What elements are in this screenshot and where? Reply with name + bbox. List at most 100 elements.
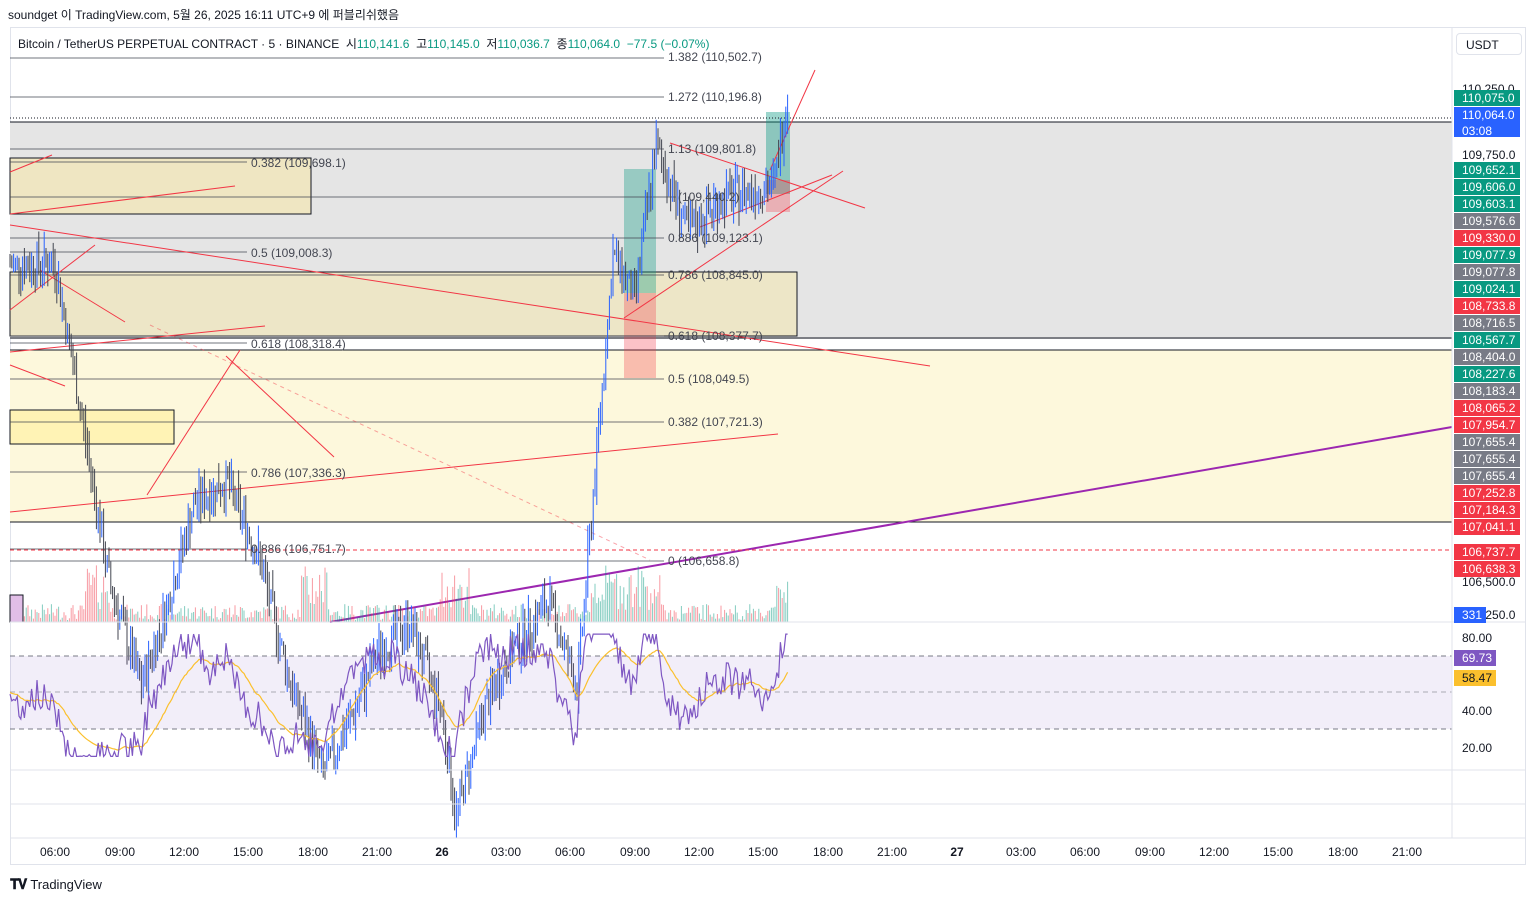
rsi-line — [9, 632, 788, 758]
trend-line[interactable] — [146, 349, 241, 496]
time-axis-tick: 12:00 — [1198, 845, 1230, 859]
change-value: −77.5 (−0.07%) — [626, 37, 710, 51]
time-axis-tick: 26 — [435, 845, 449, 859]
low-label: 저 — [486, 37, 498, 51]
price-label: 107,655.4 — [1454, 468, 1520, 484]
rsi-axis-tick: 20.00 — [1462, 741, 1493, 755]
price-label: 109,330.0 — [1454, 230, 1520, 246]
price-label: 109,603.1 — [1454, 196, 1520, 212]
trend-line-purple[interactable] — [329, 426, 1453, 623]
position-long-loss — [624, 293, 656, 378]
price-label: 108,567.7 — [1454, 332, 1520, 348]
price-label: 108,183.4 — [1454, 383, 1520, 399]
time-axis-tick: 03:00 — [1005, 845, 1037, 859]
rsi-ma-value-label: 58.47 — [1454, 670, 1496, 686]
fib-label: 0.886 (106,751.7) — [251, 542, 346, 556]
volume-pane-marker — [9, 594, 24, 623]
fib-label: 0.618 (108,318.4) — [251, 337, 346, 351]
high-value: 110,145.0 — [427, 37, 480, 51]
trend-line[interactable] — [9, 154, 53, 173]
time-axis-tick: 12:00 — [683, 845, 715, 859]
zones — [9, 112, 1452, 523]
price-label: 107,954.7 — [1454, 417, 1520, 433]
price-label: 108,065.2 — [1454, 400, 1520, 416]
price-label: 106,638.3 — [1454, 561, 1520, 577]
symbol-name[interactable]: Bitcoin / TetherUS PERPETUAL CONTRACT · … — [18, 37, 340, 51]
time-axis-tick: 12:00 — [168, 845, 200, 859]
last-price-label: 110,064.0 03:08 — [1454, 107, 1520, 138]
brand-name: TradingView — [30, 877, 102, 892]
trend-line[interactable] — [623, 170, 844, 319]
fib-label: 1.13 (109,801.8) — [668, 142, 757, 156]
low-value: 110,036.7 — [497, 37, 550, 51]
trend-line[interactable] — [9, 185, 236, 215]
tradingview-logo-icon: 𝐓𝐕 — [10, 876, 27, 892]
time-axis-tick: 15:00 — [232, 845, 264, 859]
last-price-value: 110,064.0 — [1462, 108, 1515, 122]
volume-label: 331 — [1454, 607, 1486, 623]
open-label: 시 — [345, 37, 357, 51]
time-axis-tick: 18:00 — [297, 845, 329, 859]
ob-box-lower-left — [9, 409, 175, 445]
currency-button[interactable]: USDT — [1456, 33, 1522, 55]
countdown: 03:08 — [1462, 124, 1493, 138]
high-label: 고 — [416, 37, 428, 51]
time-axis-tick: 06:00 — [554, 845, 586, 859]
close-label: 종 — [556, 37, 568, 51]
symbol-legend[interactable]: Bitcoin / TetherUS PERPETUAL CONTRACT · … — [18, 35, 709, 52]
time-axis-tick: 21:00 — [876, 845, 908, 859]
fib-label: 0.618 (108,377.7) — [668, 329, 763, 343]
time-axis-tick: 06:00 — [39, 845, 71, 859]
price-label: 109,576.6 — [1454, 213, 1520, 229]
fib-label: 0.5 (109,008.3) — [251, 246, 333, 260]
open-value: 110,141.6 — [356, 37, 410, 51]
price-label: 110,075.0 — [1454, 90, 1520, 106]
time-axis-tick: 15:00 — [1262, 845, 1294, 859]
time-axis-tick: 21:00 — [1391, 845, 1423, 859]
trend-line[interactable] — [9, 325, 266, 353]
rsi-pane — [9, 632, 1452, 758]
price-label: 106,737.7 — [1454, 544, 1520, 560]
time-axis-tick: 06:00 — [1069, 845, 1101, 859]
fib-label: 0.5 (108,049.5) — [668, 372, 750, 386]
trend-line[interactable] — [9, 433, 779, 513]
published-info: soundget 이 TradingView.com, 5월 26, 2025 … — [8, 8, 399, 22]
brand[interactable]: 𝐓𝐕 TradingView — [10, 876, 102, 893]
fib-label: 1.272 (110,196.8) — [668, 90, 762, 104]
price-label: 109,077.9 — [1454, 247, 1520, 263]
candles — [9, 94, 789, 838]
price-label: 109,024.1 — [1454, 281, 1520, 297]
price-label: 108,404.0 — [1454, 349, 1520, 365]
price-label: 109,077.8 — [1454, 264, 1520, 280]
trend-line[interactable] — [769, 69, 816, 171]
price-axis-tick: 106,500.0 — [1462, 575, 1516, 589]
time-axis-tick: 18:00 — [1327, 845, 1359, 859]
price-label: 107,655.4 — [1454, 451, 1520, 467]
price-label: 109,606.0 — [1454, 179, 1520, 195]
price-label: 109,652.1 — [1454, 162, 1520, 178]
price-label: 107,184.3 — [1454, 502, 1520, 518]
price-label: 108,227.6 — [1454, 366, 1520, 382]
rsi-axis-tick: 80.00 — [1462, 631, 1493, 645]
trend-line[interactable] — [9, 364, 66, 387]
time-axis-tick: 21:00 — [361, 845, 393, 859]
price-label: 107,252.8 — [1454, 485, 1520, 501]
rsi-axis-tick: 40.00 — [1462, 704, 1493, 718]
fib-label: 0.786 (108,845.0) — [668, 268, 763, 282]
time-axis-tick: 27 — [950, 845, 964, 859]
close-value: 110,064.0 — [567, 37, 621, 51]
fib-label: 0.382 (107,721.3) — [668, 415, 763, 429]
trend-line[interactable] — [39, 269, 126, 323]
trend-line[interactable] — [9, 224, 931, 367]
trend-line[interactable] — [225, 355, 335, 458]
fib-label: 1.382 (110,502.7) — [668, 50, 762, 64]
time-axis-tick: 09:00 — [619, 845, 651, 859]
ob-box-upper-left — [9, 157, 312, 215]
time-axis-tick: 09:00 — [104, 845, 136, 859]
time-axis-tick: 15:00 — [747, 845, 779, 859]
fib-label: 0 (106,658.8) — [668, 554, 740, 568]
price-label: 108,716.5 — [1454, 315, 1520, 331]
rsi-value-label: 69.73 — [1454, 650, 1496, 666]
trend-line[interactable] — [699, 174, 833, 228]
